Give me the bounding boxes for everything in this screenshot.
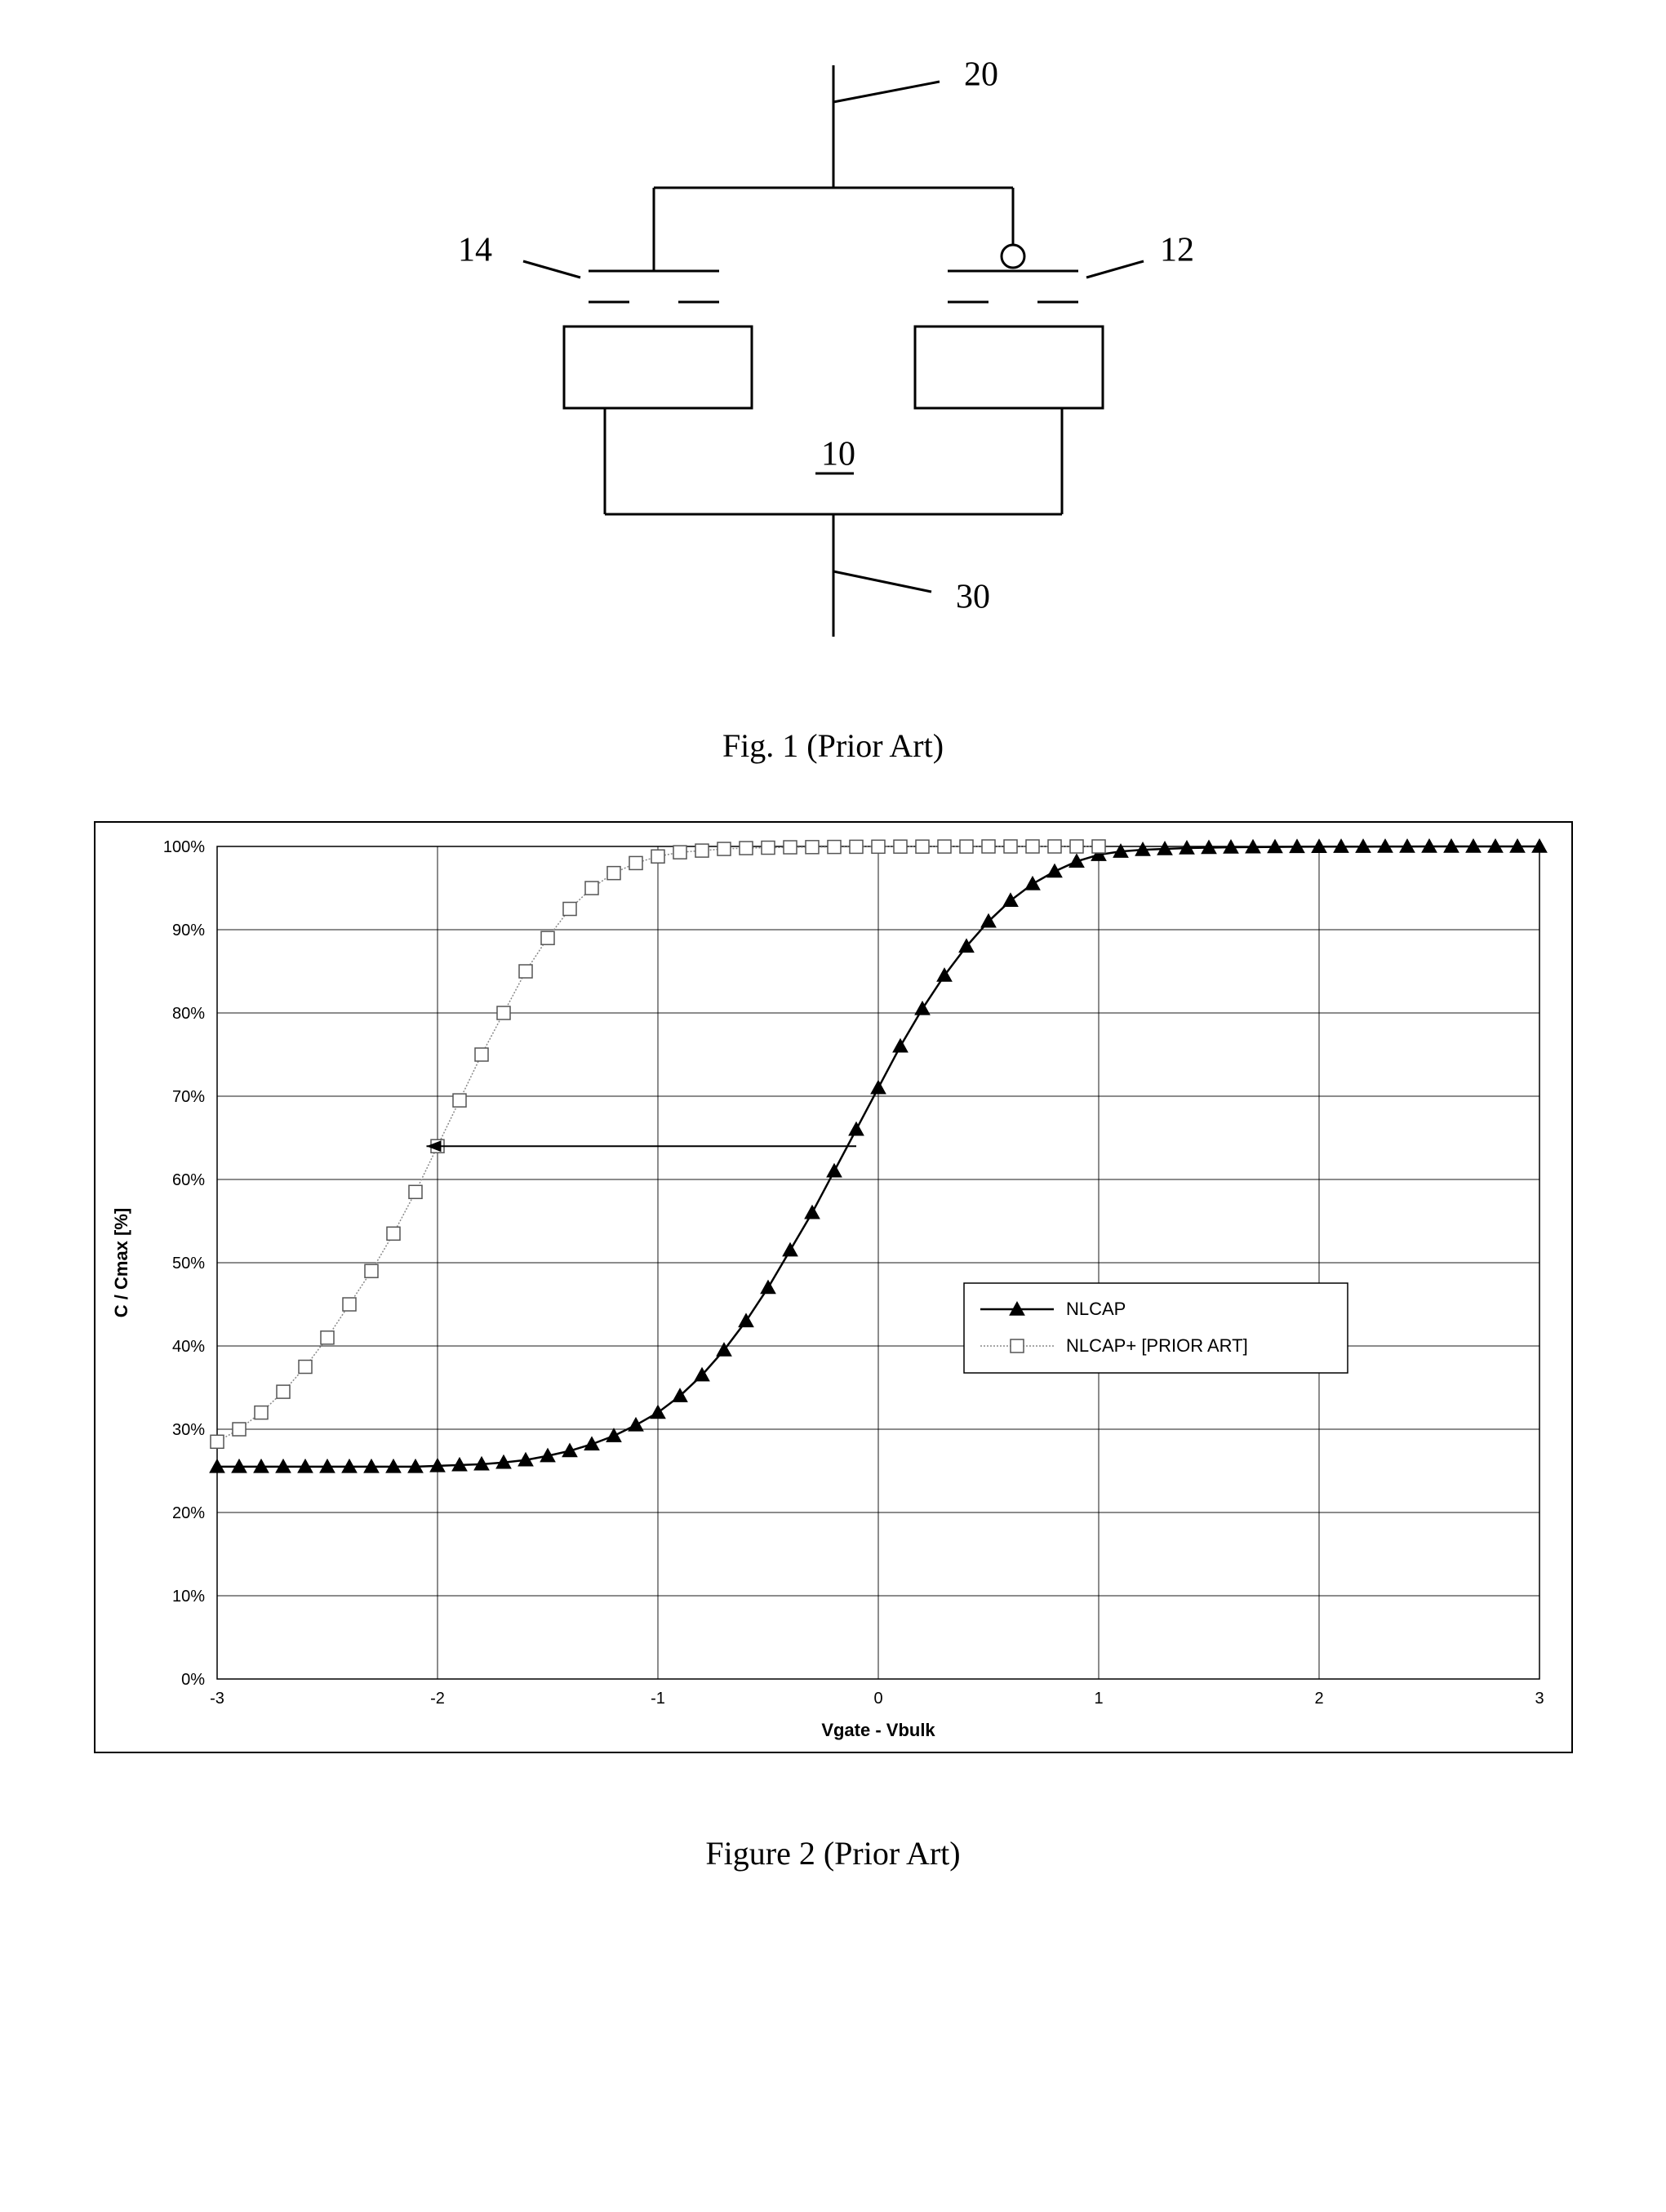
svg-text:3: 3 (1535, 1690, 1544, 1708)
fig1-caption: Fig. 1 (Prior Art) (722, 726, 944, 765)
svg-text:30: 30 (956, 579, 990, 616)
svg-text:-2: -2 (430, 1690, 445, 1708)
svg-text:-1: -1 (651, 1690, 665, 1708)
svg-text:NLCAP+ [PRIOR ART]: NLCAP+ [PRIOR ART] (1066, 1335, 1248, 1356)
svg-text:50%: 50% (171, 1255, 204, 1273)
svg-text:14: 14 (458, 232, 492, 269)
svg-text:Vgate - Vbulk: Vgate - Vbulk (821, 1720, 935, 1740)
svg-text:40%: 40% (171, 1338, 204, 1356)
fig1-svg: 20 14 12 10 30 (344, 33, 1323, 702)
svg-text:60%: 60% (171, 1171, 204, 1189)
svg-text:10: 10 (821, 436, 855, 473)
fig2-caption: Figure 2 (Prior Art) (705, 1834, 960, 1872)
svg-text:70%: 70% (171, 1088, 204, 1106)
figure-1: 20 14 12 10 30 Fig. 1 (Prior Art) (33, 33, 1633, 765)
svg-text:2: 2 (1314, 1690, 1323, 1708)
svg-text:0%: 0% (181, 1671, 205, 1689)
svg-text:-3: -3 (210, 1690, 224, 1708)
svg-text:100%: 100% (162, 838, 204, 856)
svg-text:80%: 80% (171, 1005, 204, 1023)
svg-text:30%: 30% (171, 1421, 204, 1439)
svg-text:NLCAP: NLCAP (1066, 1299, 1126, 1319)
svg-text:12: 12 (1160, 232, 1194, 269)
svg-text:0: 0 (873, 1690, 882, 1708)
figure-2: -3-2-101230%10%20%30%40%50%60%70%80%90%1… (33, 814, 1633, 1872)
svg-text:90%: 90% (171, 922, 204, 939)
svg-text:1: 1 (1094, 1690, 1103, 1708)
svg-text:10%: 10% (171, 1588, 204, 1606)
fig2-svg: -3-2-101230%10%20%30%40%50%60%70%80%90%1… (78, 814, 1588, 1810)
svg-text:C / Cmax [%]: C / Cmax [%] (111, 1208, 131, 1317)
svg-text:20: 20 (964, 56, 998, 94)
svg-text:20%: 20% (171, 1504, 204, 1522)
